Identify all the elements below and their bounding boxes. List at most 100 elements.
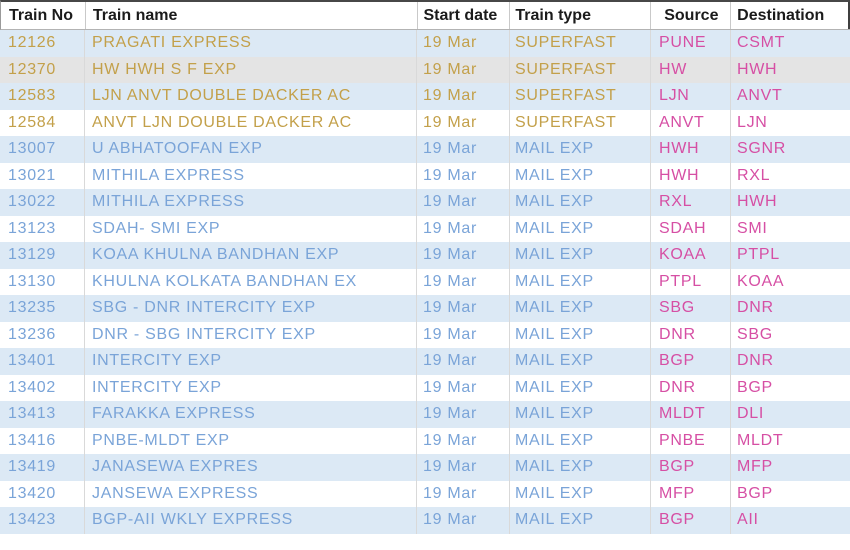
cell-train-type: MAIL EXP [510, 427, 651, 454]
cell-source: BGP [651, 507, 731, 534]
cell-train-no[interactable]: 13235 [0, 295, 85, 322]
cell-train-name[interactable]: JANASEWA EXPRES [85, 454, 417, 481]
cell-train-type: MAIL EXP [510, 374, 651, 401]
cell-source: HWH [651, 162, 731, 189]
table-row[interactable]: 13007 U ABHATOOFAN EXP 19 Mar MAIL EXP HWH SG… [0, 136, 850, 163]
table-row[interactable]: 13129 KOAA KHULNA BANDHAN EXP 19 Mar MAIL E… [0, 242, 850, 269]
cell-train-no[interactable]: 13420 [0, 480, 85, 507]
cell-destination: SBG [737, 325, 773, 343]
cell-train-name[interactable]: LJN ANVT DOUBLE DACKER AC [85, 83, 417, 110]
table-row[interactable]: 13123 SDAH- SMI EXP 19 Mar MAIL EXP SDAH SMI [0, 215, 850, 242]
table-header: Train No Train name Start date Train typ… [0, 0, 850, 30]
cell-train-name[interactable]: HW HWH S F EXP [85, 56, 417, 83]
table-row[interactable]: 13130 KHULNA KOLKATA BANDHAN EX 19 Mar MAIL… [0, 268, 850, 295]
cell-train-name[interactable]: SDAH- SMI EXP [85, 215, 417, 242]
cell-train-type: MAIL EXP [510, 136, 651, 163]
cell-train-name[interactable]: INTERCITY EXP [85, 348, 417, 375]
cell-destination: PTPL [737, 246, 780, 264]
cell-train-name[interactable]: ANVT LJN DOUBLE DACKER AC [85, 109, 417, 136]
cell-train-name[interactable]: KHULNA KOLKATA BANDHAN EX [85, 268, 417, 295]
cell-start-date: 19 Mar [417, 136, 510, 163]
table-row[interactable]: 12583 LJN ANVT DOUBLE DACKER AC 19 Mar SUPE… [0, 83, 850, 110]
cell-destination: SMI [737, 219, 768, 237]
cell-train-no[interactable]: 13129 [0, 242, 85, 269]
cell-start-date: 19 Mar [417, 321, 510, 348]
column-header-start-date[interactable]: Start date [418, 2, 511, 29]
table-row[interactable]: 12126 PRAGATI EXPRESS 19 Mar SUPERFAST PUNE C… [0, 30, 850, 57]
cell-train-no[interactable]: 13123 [0, 215, 85, 242]
cell-train-type: MAIL EXP [510, 480, 651, 507]
cell-train-no[interactable]: 13419 [0, 454, 85, 481]
cell-train-name[interactable]: BGP-AII WKLY EXPRESS [85, 507, 417, 534]
table-row[interactable]: 13236 DNR - SBG INTERCITY EXP 19 Mar MAIL E… [0, 321, 850, 348]
column-header-destination[interactable]: Destination [731, 2, 850, 29]
cell-train-name[interactable]: KOAA KHULNA BANDHAN EXP [85, 242, 417, 269]
cell-train-no[interactable]: 12126 [0, 30, 85, 57]
cell-train-name[interactable]: MITHILA EXPRESS [85, 189, 417, 216]
cell-source: LJN [651, 83, 731, 110]
cell-train-no[interactable]: 13402 [0, 374, 85, 401]
cell-start-date: 19 Mar [417, 268, 510, 295]
table-row[interactable]: 12584 ANVT LJN DOUBLE DACKER AC 19 Mar SUPE… [0, 109, 850, 136]
table-row[interactable]: 13419 JANASEWA EXPRES 19 Mar MAIL EXP BGP MFP [0, 454, 850, 481]
cell-train-no[interactable]: 13022 [0, 189, 85, 216]
cell-train-name[interactable]: DNR - SBG INTERCITY EXP [85, 321, 417, 348]
column-header-source[interactable]: Source [651, 2, 732, 29]
table-row[interactable]: 13021 MITHILA EXPRESS 19 Mar MAIL EXP HWH RXL [0, 162, 850, 189]
cell-train-no[interactable]: 13423 [0, 507, 85, 534]
cell-destination: KOAA [737, 272, 785, 290]
cell-train-no[interactable]: 12583 [0, 83, 85, 110]
cell-train-no[interactable]: 13416 [0, 427, 85, 454]
cell-train-type: SUPERFAST [510, 30, 651, 57]
table-row[interactable]: 13416 PNBE-MLDT EXP 19 Mar MAIL EXP PNBE MLDT [0, 427, 850, 454]
cell-start-date: 19 Mar [417, 295, 510, 322]
train-list-table: Train No Train name Start date Train typ… [0, 0, 850, 534]
cell-source: MFP [651, 480, 731, 507]
cell-destination: ANVT [737, 87, 783, 105]
cell-train-name[interactable]: FARAKKA EXPRESS [85, 401, 417, 428]
cell-start-date: 19 Mar [417, 215, 510, 242]
cell-train-name[interactable]: JANSEWA EXPRESS [85, 480, 417, 507]
cell-destination: SGNR [737, 140, 787, 158]
cell-train-no[interactable]: 13007 [0, 136, 85, 163]
cell-source: DNR [651, 321, 731, 348]
cell-train-name[interactable]: SBG - DNR INTERCITY EXP [85, 295, 417, 322]
cell-source: PNBE [651, 427, 731, 454]
table-row[interactable]: 13022 MITHILA EXPRESS 19 Mar MAIL EXP RXL HWH [0, 189, 850, 216]
cell-train-type: SUPERFAST [510, 109, 651, 136]
cell-start-date: 19 Mar [417, 56, 510, 83]
table-row[interactable]: 13235 SBG - DNR INTERCITY EXP 19 Mar MAIL E… [0, 295, 850, 322]
table-row[interactable]: 13423 BGP-AII WKLY EXPRESS 19 Mar MAIL EXP B… [0, 507, 850, 534]
cell-destination: CSMT [737, 34, 786, 52]
cell-train-no[interactable]: 13130 [0, 268, 85, 295]
cell-train-name[interactable]: MITHILA EXPRESS [85, 162, 417, 189]
cell-train-no[interactable]: 13401 [0, 348, 85, 375]
cell-destination: DNR [737, 352, 774, 370]
cell-start-date: 19 Mar [417, 30, 510, 57]
column-header-train-type[interactable]: Train type [510, 2, 652, 29]
cell-train-no[interactable]: 12584 [0, 109, 85, 136]
cell-train-name[interactable]: INTERCITY EXP [85, 374, 417, 401]
table-row[interactable]: 12370 HW HWH S F EXP 19 Mar SUPERFAST HW HWH [0, 56, 850, 83]
cell-train-no[interactable]: 12370 [0, 56, 85, 83]
cell-destination: AII [737, 511, 759, 529]
cell-train-type: MAIL EXP [510, 454, 651, 481]
cell-train-no[interactable]: 13413 [0, 401, 85, 428]
cell-train-no[interactable]: 13021 [0, 162, 85, 189]
cell-source: SDAH [651, 215, 731, 242]
cell-destination: RXL [737, 166, 771, 184]
cell-train-name[interactable]: PRAGATI EXPRESS [85, 30, 417, 57]
cell-destination: DLI [737, 405, 764, 423]
cell-start-date: 19 Mar [417, 242, 510, 269]
column-header-train-name[interactable]: Train name [86, 2, 418, 29]
cell-start-date: 19 Mar [417, 348, 510, 375]
table-row[interactable]: 13401 INTERCITY EXP 19 Mar MAIL EXP BGP DNR [0, 348, 850, 375]
cell-source: PUNE [651, 30, 731, 57]
table-row[interactable]: 13402 INTERCITY EXP 19 Mar MAIL EXP DNR BGP [0, 374, 850, 401]
cell-train-name[interactable]: PNBE-MLDT EXP [85, 427, 417, 454]
table-row[interactable]: 13420 JANSEWA EXPRESS 19 Mar MAIL EXP MFP BGP [0, 480, 850, 507]
cell-train-name[interactable]: U ABHATOOFAN EXP [85, 136, 417, 163]
column-header-train-no[interactable]: Train No [1, 2, 86, 29]
cell-train-no[interactable]: 13236 [0, 321, 85, 348]
table-row[interactable]: 13413 FARAKKA EXPRESS 19 Mar MAIL EXP MLDT DL… [0, 401, 850, 428]
